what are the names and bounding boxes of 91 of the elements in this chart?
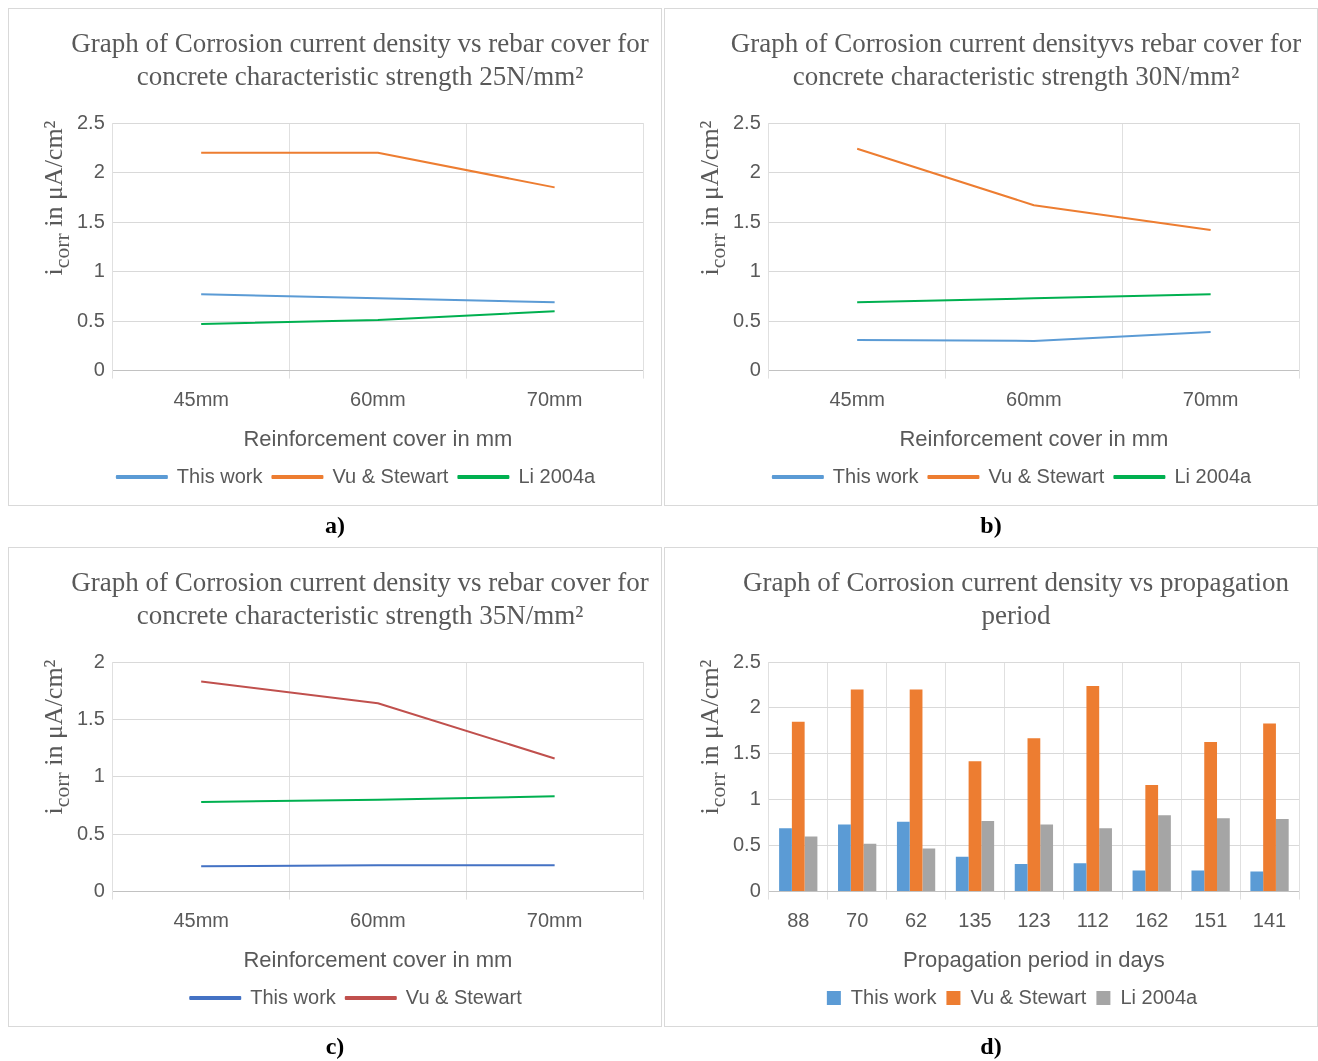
legend-label: This work	[832, 464, 920, 487]
bar	[1263, 723, 1276, 892]
y-tick-label: 2	[93, 160, 105, 183]
y-tick-label: 1.5	[732, 741, 761, 764]
x-tick-label: 60mm	[350, 388, 406, 411]
y-tick-label: 0	[749, 358, 761, 381]
y-tick-label: 1	[93, 764, 105, 787]
bar	[838, 824, 851, 892]
bar	[1250, 871, 1264, 892]
x-axis-title: Propagation period in days	[903, 946, 1165, 972]
bar	[1086, 685, 1100, 892]
chart-title: Graph of Corrosion current density vs rebar cover for concrete characteristic strength 35N/mm²	[70, 566, 650, 632]
y-tick-label: 0	[749, 879, 761, 902]
bar	[896, 821, 910, 892]
bar	[909, 689, 923, 892]
bar	[1099, 828, 1112, 892]
y-tick-label: 1.5	[732, 209, 761, 232]
x-tick-label: 88	[787, 909, 810, 932]
chart-title: Graph of Corrosion current density vs rebar cover for concrete characteristic strength 25N/mm²	[70, 27, 650, 93]
x-axis-title: Reinforcement cover in mm	[243, 425, 513, 451]
legend-label: Li 2004a	[1174, 464, 1253, 487]
text: a)	[325, 512, 345, 539]
y-tick-label: 2	[749, 695, 761, 718]
text: c)	[325, 1033, 345, 1060]
bar	[804, 836, 818, 892]
chart-title: Graph of Corrosion current densityvs rebar cover for concrete characteristic strength 30N/mm²	[729, 27, 1303, 93]
bar	[779, 828, 792, 892]
x-tick-label: 70mm	[526, 388, 583, 411]
y-tick-label: 1	[749, 259, 761, 282]
x-tick-label: 123	[1017, 909, 1051, 932]
legend-label: This work	[176, 464, 264, 487]
legend-label: This work	[250, 985, 337, 1008]
y-tick-label: 0	[93, 358, 105, 381]
x-tick-label: 60mm	[1006, 388, 1062, 411]
bar	[1204, 741, 1218, 892]
y-tick-label: 0.5	[76, 821, 105, 844]
y-tick-label: 2	[749, 160, 761, 183]
x-axis-title: Reinforcement cover in mm	[243, 946, 513, 972]
x-tick-label: 141	[1252, 909, 1287, 932]
x-axis-title: Reinforcement cover in mm	[899, 425, 1169, 451]
bar	[981, 820, 995, 892]
bar	[863, 843, 877, 892]
text: d)	[980, 1033, 1002, 1060]
legend-label: Vu & Stewart	[405, 985, 523, 1008]
bar	[1040, 824, 1054, 892]
bar	[1073, 863, 1087, 892]
legend-label: This work	[850, 985, 938, 1008]
x-tick-label: 45mm	[173, 909, 229, 932]
y-tick-label: 0	[93, 879, 105, 902]
bar	[1027, 738, 1041, 892]
x-tick-label: 162	[1135, 909, 1169, 932]
text: b)	[980, 512, 1002, 539]
y-tick-label: 2.5	[732, 110, 761, 133]
y-tick-label: 2.5	[76, 110, 105, 133]
x-tick-label: 62	[904, 909, 928, 932]
y-tick-label: 0.5	[732, 833, 761, 856]
y-tick-label: 2	[93, 649, 105, 672]
y-tick-label: 0.5	[732, 308, 761, 331]
legend-label: Vu & Stewart	[970, 985, 1087, 1008]
x-tick-label: 70mm	[526, 909, 583, 932]
x-tick-label: 45mm	[829, 388, 885, 411]
y-tick-label: 1	[93, 259, 105, 282]
bar	[1014, 864, 1028, 892]
y-tick-label: 1	[749, 787, 761, 810]
bar	[1132, 870, 1146, 892]
y-tick-label: 0.5	[76, 308, 105, 331]
bar	[1145, 785, 1159, 892]
y-tick-label: 2.5	[732, 649, 761, 672]
bar	[850, 689, 864, 892]
x-tick-label: 45mm	[173, 388, 229, 411]
bar	[1275, 819, 1289, 892]
bar	[1217, 818, 1230, 892]
bar	[968, 761, 982, 892]
bar	[1191, 870, 1205, 892]
bar	[955, 856, 969, 892]
bar	[922, 848, 936, 892]
x-tick-label: 70	[846, 909, 869, 932]
x-tick-label: 112	[1076, 909, 1109, 932]
legend-label: Li 2004a	[1120, 985, 1199, 1008]
legend-label: Vu & Stewart	[988, 464, 1105, 487]
y-tick-label: 1.5	[76, 706, 105, 729]
bar	[1158, 815, 1171, 892]
x-tick-label: 151	[1193, 909, 1228, 932]
legend-label: Li 2004a	[518, 464, 597, 487]
y-tick-label: 1.5	[76, 209, 105, 232]
x-tick-label: 135	[958, 909, 992, 932]
chart-title: Graph of Corrosion current density vs propagation period	[742, 566, 1290, 632]
x-tick-label: 70mm	[1182, 388, 1239, 411]
x-tick-label: 60mm	[350, 909, 406, 932]
legend-label: Vu & Stewart	[332, 464, 449, 487]
bar	[791, 721, 805, 892]
